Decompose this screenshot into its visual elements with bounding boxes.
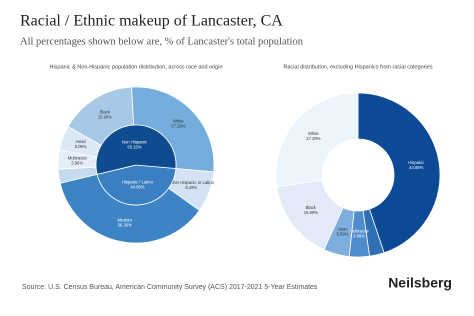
slice-label: Mestizo [118, 218, 133, 223]
slice [275, 92, 359, 188]
slice-label: Multiracial [350, 229, 369, 234]
slice-value: 44.85% [130, 185, 144, 190]
slice-label: White [173, 119, 184, 124]
slice-value: 8.49% [185, 185, 197, 190]
slice-value: 27.29% [171, 124, 185, 129]
chart-subtitle: Racial distribution, excluding Hispanics… [283, 64, 432, 70]
slice-value: 3.96% [353, 234, 365, 239]
slice-value: 5.09% [336, 232, 348, 237]
slice-label: Black [100, 109, 111, 114]
slice-label: Hispanic / Latino [122, 180, 154, 185]
slice-value: 5.09% [75, 144, 87, 149]
slice-label: Non Hispanic [122, 140, 147, 145]
slice-label: Multiracial [68, 155, 87, 160]
slice-label: Hispanic [408, 160, 424, 165]
slice-label: Black [306, 205, 317, 210]
slice-value: 3.96% [71, 160, 83, 165]
slice [95, 124, 177, 175]
slice [357, 92, 441, 254]
slice-value: 36.36% [118, 223, 132, 228]
slice [96, 164, 177, 206]
slice-value: 15.90% [304, 210, 318, 215]
slice-label: Asian [75, 139, 86, 144]
slice-value: 15.90% [98, 115, 112, 120]
source: Source: U.S. Census Bureau, American Com… [22, 284, 318, 291]
slice-label: White [308, 131, 319, 136]
slice-value: 55.15% [127, 145, 141, 150]
brand: Neilsberg [388, 275, 452, 291]
slice-value: 44.85% [409, 165, 423, 170]
slice-value: 27.29% [306, 136, 320, 141]
chart-subtitle: Hispanic & Non-Hispanic population distr… [49, 64, 222, 70]
slice-label: Asian [337, 226, 348, 231]
subtitle: All percentages shown below are, % of La… [20, 36, 304, 47]
title: Racial / Ethnic makeup of Lancaster, CA [20, 13, 283, 30]
slice-label: Other Hispanic or Latino [169, 180, 215, 185]
